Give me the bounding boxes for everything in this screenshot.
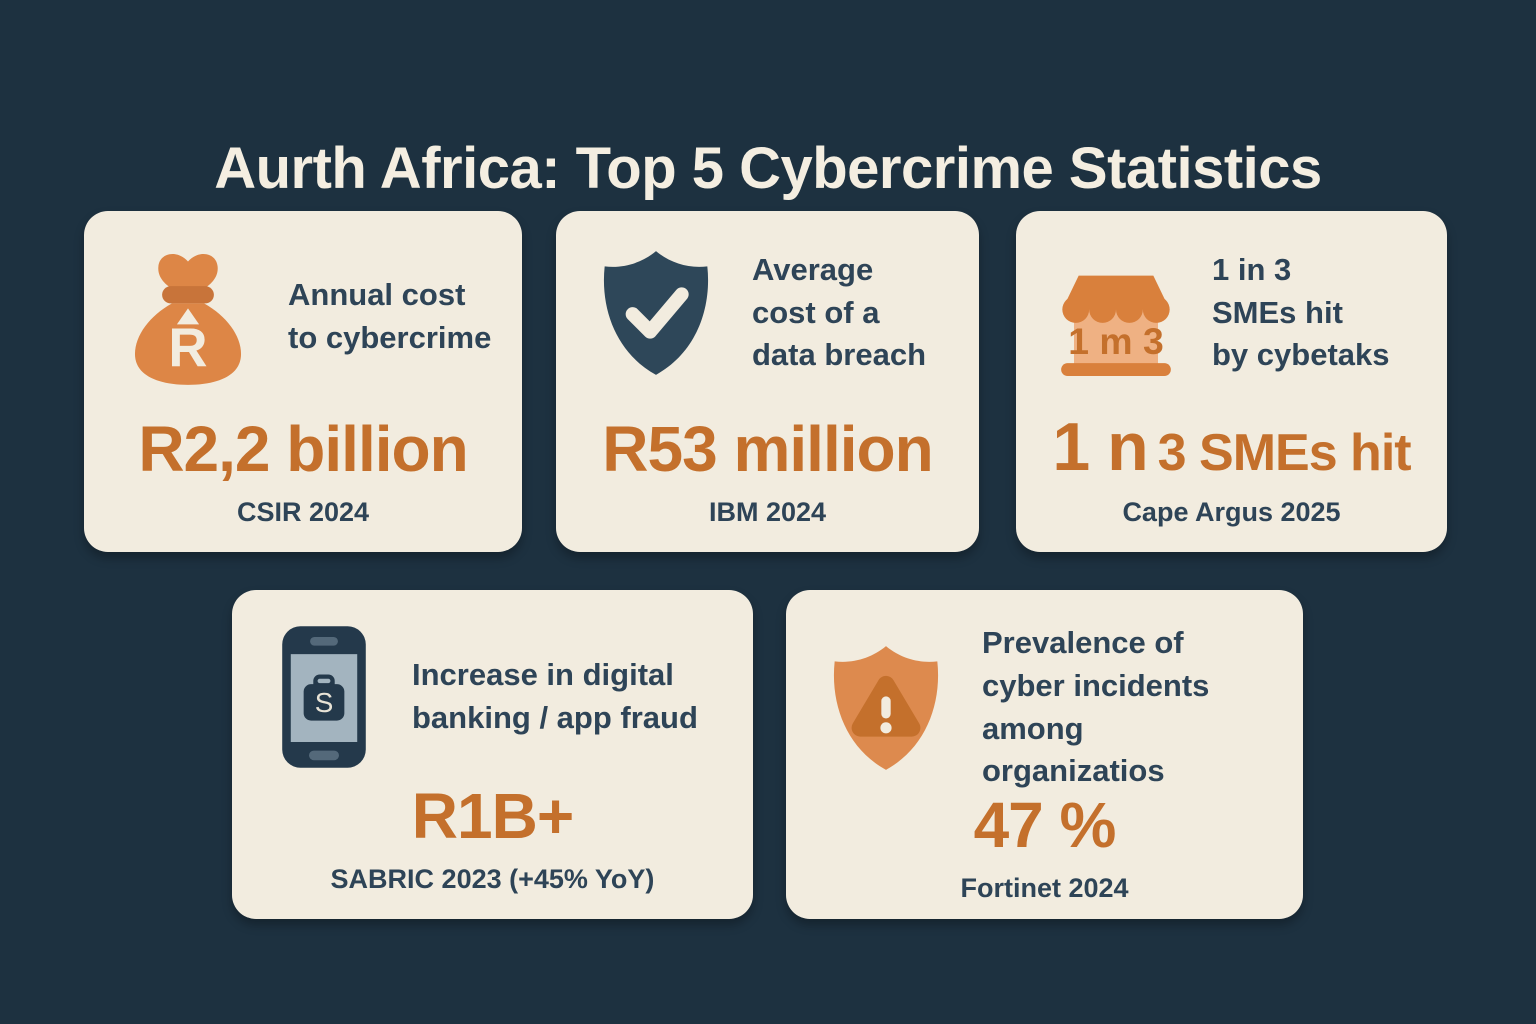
page-title: Aurth Africa: Top 5 Cybercrime Statistic…	[214, 135, 1322, 201]
shield-alert-icon	[816, 638, 956, 778]
card-label: Prevalence of cyber incidents among orga…	[982, 625, 1210, 789]
stat-source: Fortinet 2024	[960, 873, 1129, 904]
svg-text:S: S	[315, 687, 334, 718]
shield-check-icon	[586, 243, 726, 383]
stat-card-annual-cost: R Annual cost to cybercrime R2,2 billion…	[84, 211, 522, 552]
stat-value: R2,2 billion	[138, 413, 468, 485]
card-label: 1 in 3 SMEs hit by cybetaks	[1212, 251, 1390, 373]
svg-text:R: R	[168, 318, 207, 378]
card-label: Average cost of a data breach	[752, 251, 927, 373]
stat-value: R1B+	[411, 780, 574, 852]
card-label: Annual cost to cybercrime	[288, 277, 492, 355]
phone-fraud-icon: S	[262, 622, 386, 772]
card-header: 1 m 3 1 in 3 SMEs hit by cybetaks	[1046, 243, 1417, 383]
card-label: Increase in digital banking / app fraud	[412, 657, 698, 735]
stat-card-cyber-incidents: Prevalence of cyber incidents among orga…	[786, 590, 1303, 919]
stat-source: IBM 2024	[708, 497, 827, 527]
card-header: R Annual cost to cybercrime	[114, 243, 492, 391]
stat-source: SABRIC 2023 (+45% YoY)	[330, 864, 655, 894]
stat-value: 47 %	[973, 789, 1117, 862]
money-bag-icon: R	[114, 243, 262, 391]
stat-card-data-breach-cost: Average cost of a data breach R53 millio…	[556, 211, 979, 552]
card-header: Prevalence of cyber incidents among orga…	[816, 622, 1273, 793]
svg-text:1 m 3: 1 m 3	[1068, 320, 1163, 362]
card-header: Average cost of a data breach	[586, 243, 949, 383]
stat-source: CSIR 2024	[236, 497, 370, 527]
storefront-icon: 1 m 3	[1046, 243, 1186, 383]
stat-source: Cape Argus 2025	[1122, 497, 1341, 527]
stat-value: R53 million	[602, 413, 933, 485]
stat-value-part-1: 1 n	[1052, 409, 1148, 485]
stat-value-part-2: 3 SMEs hit	[1157, 424, 1412, 482]
stat-card-banking-fraud: S Increase in digital banking / app frau…	[232, 590, 753, 919]
card-header: S Increase in digital banking / app frau…	[262, 622, 723, 772]
